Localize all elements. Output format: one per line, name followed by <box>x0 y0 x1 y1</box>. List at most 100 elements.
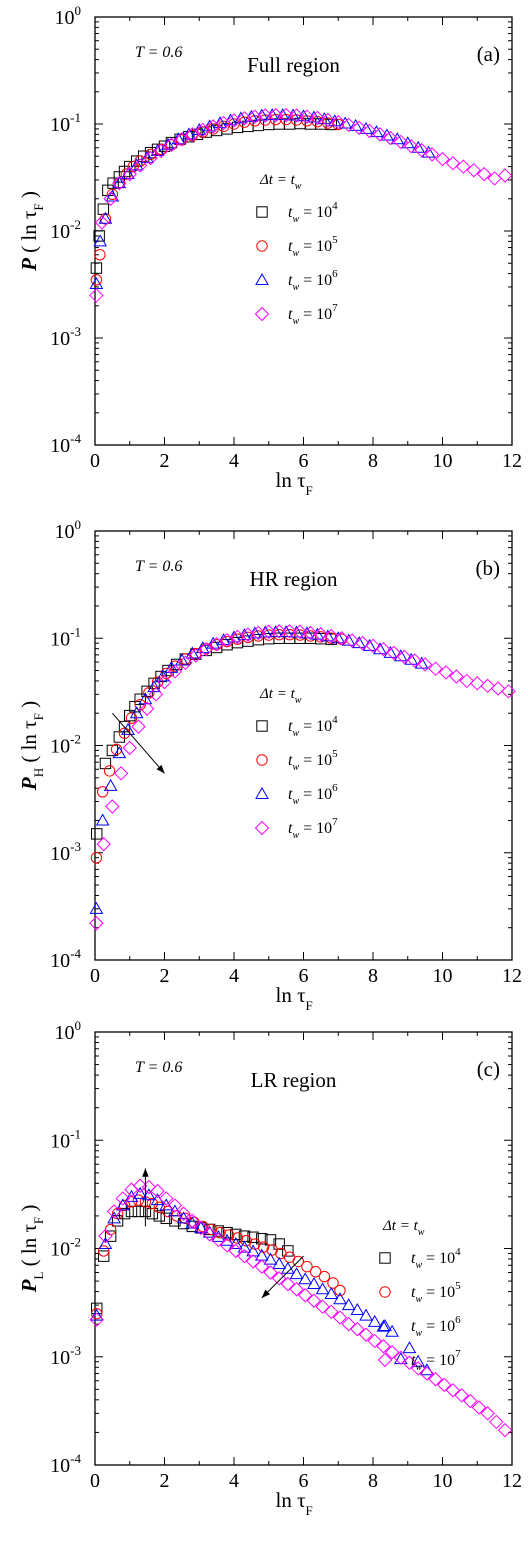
data-point <box>155 669 170 682</box>
data-point <box>489 1414 504 1430</box>
data-point <box>167 664 183 679</box>
x-tick-label: 2 <box>160 965 170 987</box>
data-point <box>306 1293 322 1308</box>
data-point <box>497 168 513 183</box>
x-tick-label: 10 <box>433 965 453 987</box>
data-point <box>106 1204 122 1219</box>
data-point <box>247 1231 259 1243</box>
data-point <box>385 1324 399 1337</box>
data-point <box>164 137 179 152</box>
legend-title: Δt = tw <box>259 686 302 706</box>
data-point <box>292 624 308 639</box>
data-point <box>153 143 169 159</box>
data-point <box>332 1310 348 1325</box>
legend-label: tw = 105 <box>288 748 338 773</box>
data-point <box>341 1316 356 1332</box>
data-point <box>194 1220 208 1233</box>
data-point <box>103 191 118 206</box>
data-point <box>146 1197 159 1210</box>
trend-arrow-head <box>261 1289 271 1298</box>
legend-label: tw = 106 <box>411 1314 461 1339</box>
data-point <box>185 127 200 142</box>
data-point <box>112 746 127 759</box>
data-point <box>476 166 492 182</box>
data-point <box>106 188 119 201</box>
data-point <box>272 1256 287 1269</box>
data-point <box>89 288 104 303</box>
data-point <box>497 1422 513 1438</box>
data-point <box>459 673 475 689</box>
legend-marker <box>256 240 268 252</box>
y-tick-label: 10-4 <box>50 1451 81 1477</box>
data-point <box>202 1227 217 1242</box>
data-point <box>122 166 137 182</box>
x-tick-label: 0 <box>90 965 100 987</box>
data-point <box>296 109 311 122</box>
data-point <box>118 1207 131 1220</box>
x-tick-label: 12 <box>502 965 522 987</box>
y-tick-label: 10-2 <box>50 732 81 758</box>
panel-label: (b) <box>476 556 501 580</box>
data-point <box>113 766 129 781</box>
data-point <box>334 631 349 646</box>
data-point <box>369 125 384 138</box>
data-point <box>471 1400 487 1415</box>
data-point <box>271 1271 287 1286</box>
series-3 <box>89 107 513 303</box>
legend-label: tw = 107 <box>288 816 338 841</box>
data-point <box>159 1191 174 1206</box>
trend-arrow <box>111 712 165 774</box>
data-point <box>198 642 214 657</box>
y-tick-label: 10-1 <box>50 624 81 650</box>
data-point <box>185 1213 200 1229</box>
data-point <box>344 633 360 648</box>
trend-arrow-head <box>156 764 165 774</box>
data-point <box>132 1205 145 1218</box>
legend-label: tw = 106 <box>288 782 338 807</box>
data-point <box>131 719 146 734</box>
data-point <box>90 851 103 864</box>
data-point <box>367 1314 382 1327</box>
data-point <box>143 687 155 699</box>
data-point <box>334 1284 346 1297</box>
data-point <box>393 1350 409 1365</box>
data-point <box>466 162 481 178</box>
data-point <box>228 1237 243 1250</box>
legend-marker <box>256 206 268 218</box>
legend: Δt = tw tw = 104 tw = 105 tw = 106 tw = 107 <box>254 686 338 841</box>
legend-label: tw = 104 <box>288 200 338 225</box>
data-point <box>298 1272 313 1285</box>
data-point <box>103 778 118 791</box>
data-point <box>97 1245 110 1257</box>
x-tick-label: 0 <box>90 1470 100 1492</box>
data-point <box>148 687 164 702</box>
data-point <box>332 118 344 131</box>
data-point <box>470 676 485 691</box>
data-point <box>400 136 415 149</box>
data-point <box>438 665 454 680</box>
data-point <box>331 114 346 130</box>
region-title: HR region <box>249 567 338 591</box>
plot-frame <box>94 16 513 446</box>
data-point <box>331 631 346 644</box>
data-point <box>105 799 120 814</box>
data-point <box>318 1270 331 1283</box>
series-3 <box>89 624 516 931</box>
x-tick-label: 8 <box>368 965 378 987</box>
data-point <box>463 1393 478 1409</box>
data-point <box>404 139 419 154</box>
data-point <box>282 1245 294 1257</box>
x-tick-label: 0 <box>90 450 100 472</box>
data-point <box>165 139 178 151</box>
y-tick-label: 10-3 <box>50 1343 81 1369</box>
y-axis-label: PL ( ln τF ) <box>17 1205 46 1294</box>
data-point <box>133 1186 148 1199</box>
data-point <box>195 122 210 138</box>
data-point <box>121 722 135 735</box>
data-point <box>245 1254 261 1269</box>
data-point <box>309 1266 322 1278</box>
temperature-label: T = 0.6 <box>135 558 182 575</box>
legend: Δt = tw tw = 104 tw = 105 tw = 106 tw = 107 <box>254 172 338 327</box>
data-point <box>428 1372 443 1387</box>
